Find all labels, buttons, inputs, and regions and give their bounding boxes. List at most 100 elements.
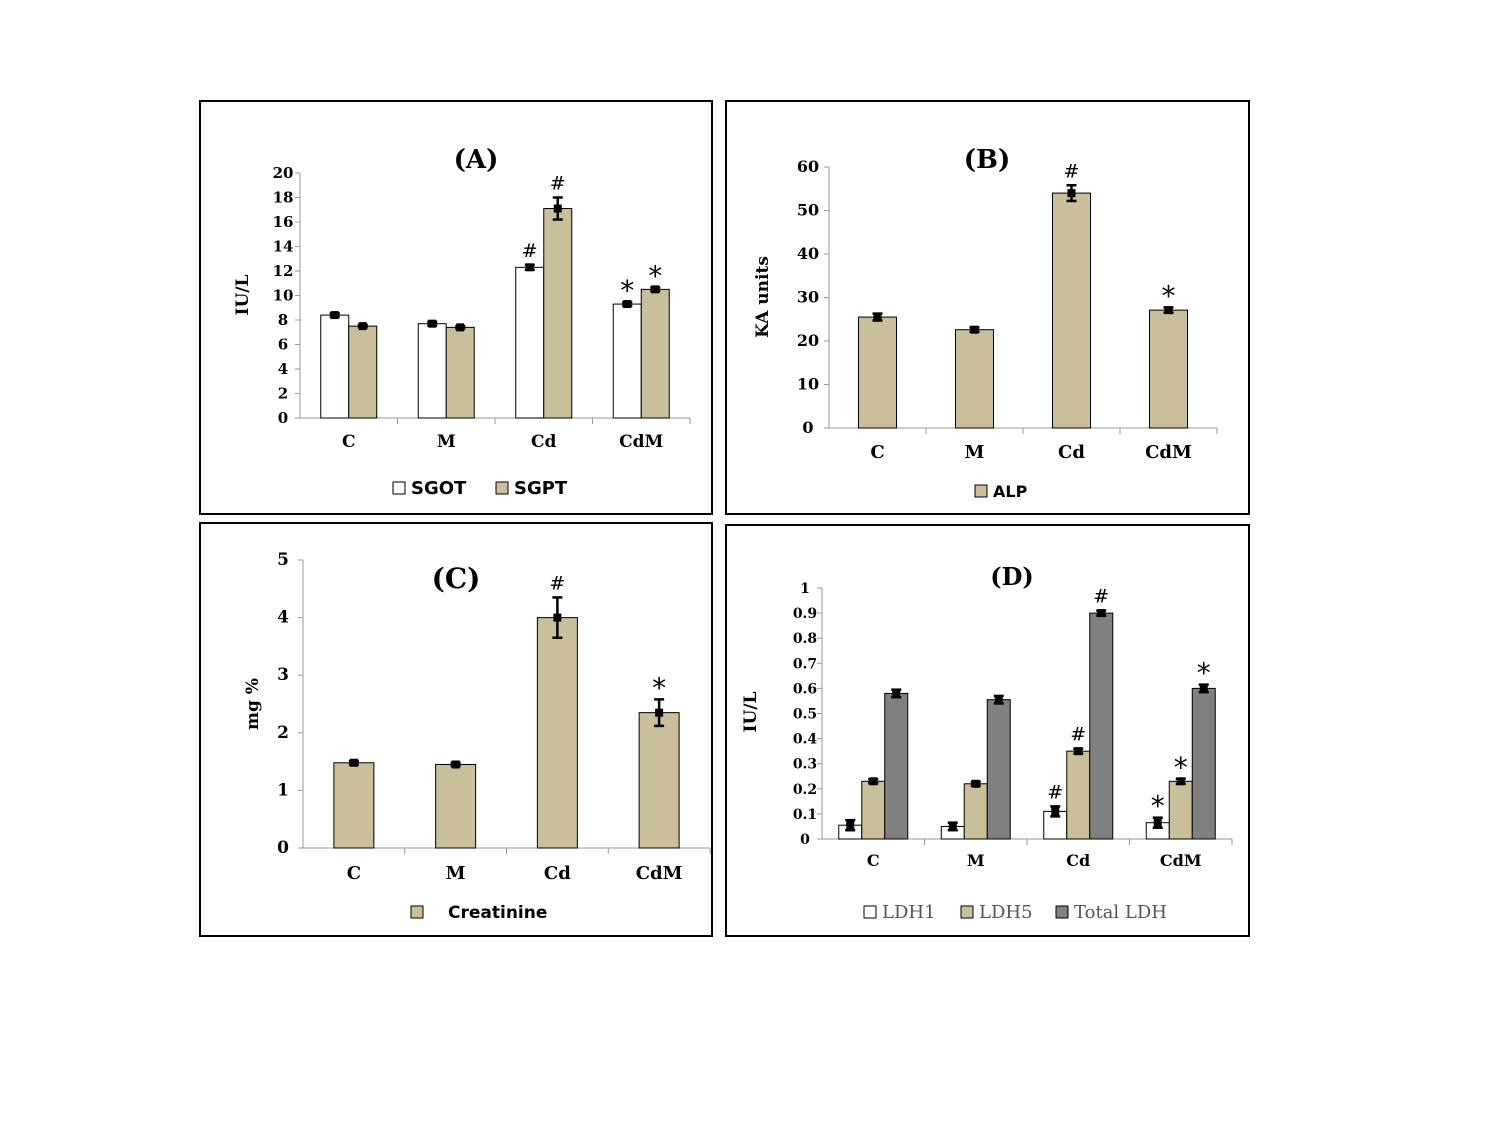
legend-label: Total LDH — [1074, 902, 1167, 923]
y-tick-label: 18 — [273, 189, 294, 207]
mean-marker — [330, 311, 339, 320]
mean-marker — [1164, 306, 1173, 315]
bar-ldh5 — [861, 780, 886, 840]
mean-marker — [1199, 684, 1208, 693]
y-tick-label: 0.4 — [793, 732, 818, 748]
mean-marker — [873, 313, 882, 322]
significance-star: * — [1174, 751, 1188, 784]
panel-c-frame — [199, 522, 713, 937]
y-tick-label: 0 — [800, 832, 810, 848]
bar-sgpt — [445, 326, 475, 419]
y-tick-label: 0.6 — [793, 681, 817, 697]
y-axis-label: IU/L — [233, 274, 253, 315]
x-tick-label: Cd — [1066, 851, 1090, 870]
significance-star: * — [648, 260, 662, 293]
mean-marker — [553, 613, 562, 622]
x-tick-label: CdM — [619, 432, 663, 452]
y-tick-label: 4 — [277, 608, 289, 628]
mean-marker — [846, 821, 855, 830]
bar-sgot — [417, 323, 447, 419]
mean-marker — [869, 777, 878, 786]
y-tick-label: 10 — [273, 287, 294, 305]
bar-creatinine — [638, 712, 680, 849]
y-tick-label: 10 — [797, 375, 819, 394]
significance-hash: # — [1070, 724, 1086, 746]
legend-label: ALP — [993, 482, 1028, 501]
y-tick-label: 0.3 — [793, 757, 817, 773]
significance-hash: # — [1047, 781, 1063, 803]
y-tick-label: 0.2 — [793, 782, 817, 798]
y-tick-label: 50 — [797, 201, 819, 220]
bar-creatinine — [333, 762, 375, 849]
x-tick-label: CdM — [1145, 442, 1192, 463]
y-axis-label: mg % — [243, 678, 263, 730]
bar-ldh5 — [1168, 780, 1193, 840]
bar-total-ldh — [986, 699, 1011, 840]
y-tick-label: 20 — [273, 164, 294, 182]
mean-marker — [1051, 807, 1060, 816]
chart-title: (B) — [964, 145, 1011, 175]
legend-swatch — [1055, 905, 1069, 919]
y-tick-label: 20 — [797, 331, 819, 350]
mean-marker — [623, 300, 632, 309]
significance-hash: # — [550, 173, 566, 195]
legend-label: SGOT — [411, 478, 467, 499]
mean-marker — [525, 263, 534, 272]
y-tick-label: 2 — [277, 723, 289, 743]
mean-marker — [971, 779, 980, 788]
bar-alp — [858, 316, 897, 429]
y-tick-label: 16 — [273, 213, 294, 231]
legend-swatch — [960, 905, 974, 919]
legend-swatch — [392, 481, 406, 495]
chart-b: (B) KA units 0 10 20 30 40 50 60 C M Cd # CdM * ALP — [753, 145, 1218, 501]
mean-marker — [358, 322, 367, 331]
bar-ldh5 — [963, 783, 988, 840]
legend-swatch — [863, 905, 877, 919]
y-tick-label: 14 — [273, 238, 294, 256]
y-tick-label: 8 — [278, 311, 288, 329]
x-tick-label: Cd — [544, 863, 571, 884]
bar-total-ldh — [1191, 687, 1216, 840]
bar-sgot — [515, 266, 545, 419]
mean-marker — [970, 325, 979, 334]
legend-label: LDH5 — [979, 902, 1033, 923]
mean-marker — [553, 204, 562, 213]
chart-c: (C) mg % 0 1 2 3 4 5 C M Cd # CdM * Creatinine — [243, 550, 711, 923]
bar-alp — [955, 329, 994, 429]
y-tick-label: 5 — [277, 550, 289, 570]
mean-marker — [349, 758, 358, 767]
x-tick-label: C — [870, 442, 884, 463]
x-tick-label: Cd — [1058, 442, 1085, 463]
bar-alp — [1052, 192, 1091, 429]
legend-swatch — [974, 484, 988, 498]
chart-title: (C) — [432, 562, 481, 595]
significance-star: * — [1162, 280, 1176, 313]
mean-marker — [994, 695, 1003, 704]
chart-d: (D) IU/L 0 0.1 0.2 0.3 0.4 0.5 0.6 0.7 0.8 0.9 1 C M Cd… — [741, 562, 1233, 923]
mean-marker — [1153, 818, 1162, 827]
significance-hash: # — [522, 240, 538, 262]
y-tick-label: 1 — [277, 780, 289, 800]
bar-sgpt — [348, 325, 378, 419]
legend-swatch — [495, 481, 509, 495]
y-tick-label: 0.7 — [793, 656, 817, 672]
y-tick-label: 0.1 — [793, 807, 817, 823]
chart-title: (D) — [990, 562, 1034, 591]
mean-marker — [1074, 747, 1083, 756]
bar-total-ldh — [884, 692, 909, 840]
x-tick-label: CdM — [1160, 851, 1202, 870]
y-tick-label: 12 — [273, 262, 294, 280]
mean-marker — [428, 319, 437, 328]
bar-ldh5 — [1066, 750, 1091, 840]
y-axis-label: IU/L — [741, 691, 761, 732]
x-tick-label: C — [342, 432, 356, 452]
significance-star: * — [652, 671, 666, 704]
x-tick-label: C — [867, 851, 880, 870]
y-tick-label: 3 — [277, 665, 289, 685]
mean-marker — [456, 323, 465, 332]
chart-a: (A) IU/L 0 2 4 6 8 10 12 14 16 18 20 C M Cd # # CdM * * SGOT S… — [233, 145, 691, 499]
x-tick-label: M — [446, 863, 466, 884]
y-tick-label: 0.5 — [793, 707, 817, 723]
y-tick-label: 30 — [797, 288, 819, 307]
